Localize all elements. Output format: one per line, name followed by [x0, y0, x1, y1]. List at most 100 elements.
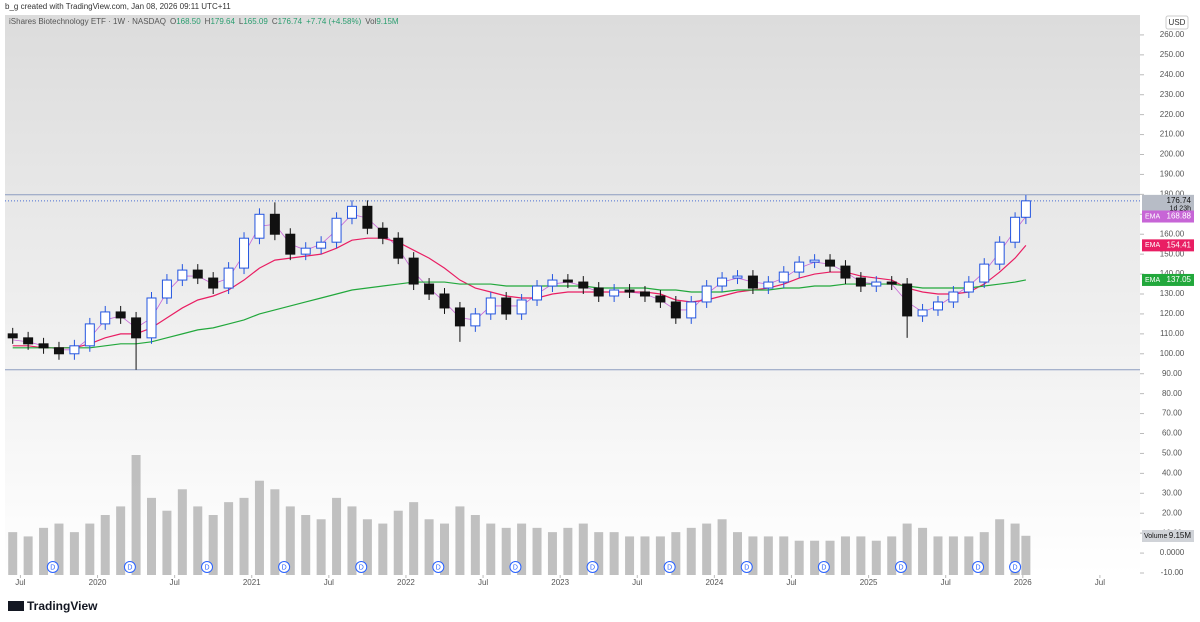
volume-bar — [8, 532, 18, 575]
y-tick-label: 210.00 — [1160, 130, 1185, 139]
dividend-marker — [355, 561, 368, 573]
candle-body — [825, 259, 836, 267]
candle-body — [917, 309, 928, 317]
volume-bar — [563, 527, 573, 575]
volume-bar — [763, 536, 773, 575]
y-tick-label: 120.00 — [1160, 309, 1185, 318]
volume-bar — [810, 540, 820, 575]
volume-bar — [239, 497, 249, 575]
dividend-label: D — [513, 564, 518, 571]
candle-body — [778, 271, 789, 283]
legend-key: C — [272, 17, 278, 26]
y-tick-label: 220.00 — [1160, 110, 1185, 119]
currency-box — [1165, 15, 1189, 30]
x-tick-label: Jul — [786, 578, 796, 587]
candle-body — [902, 283, 913, 317]
x-tick-label: Jul — [324, 578, 334, 587]
candle-body — [532, 285, 543, 301]
candle-body — [454, 307, 465, 327]
dividend-marker — [509, 561, 522, 573]
y-tick-label: 60.00 — [1162, 429, 1183, 438]
y-tick-label: 140.00 — [1160, 269, 1185, 278]
y-tick-label: 160.00 — [1160, 229, 1185, 238]
candle-body — [501, 297, 512, 315]
candle-body — [593, 287, 604, 297]
volume-bar — [840, 536, 850, 575]
candle-body — [84, 323, 95, 347]
countdown: 1d 23h — [1170, 206, 1192, 213]
volume-bar — [378, 523, 388, 575]
tag-name: EMA — [1145, 277, 1161, 284]
candle-body — [639, 291, 650, 297]
candle-body — [855, 277, 866, 287]
dividend-marker — [663, 561, 676, 573]
volume-bar — [918, 527, 928, 575]
dividend-label: D — [590, 564, 595, 571]
volume-bar — [640, 536, 650, 575]
candle-body — [886, 281, 897, 285]
candle-body — [624, 289, 635, 293]
dividend-label: D — [127, 564, 132, 571]
candle-body — [377, 227, 388, 239]
volume-bar — [23, 536, 33, 575]
x-tick-label: 2025 — [860, 578, 878, 587]
candle-body — [763, 281, 774, 289]
tag-name: Volume — [1144, 533, 1167, 540]
volume-bar — [609, 532, 619, 575]
candle-body — [948, 291, 959, 303]
candle-body — [963, 281, 974, 293]
candle-body — [840, 265, 851, 279]
volume-bar — [995, 519, 1005, 575]
dividend-label: D — [667, 564, 672, 571]
candle-body — [470, 313, 481, 327]
candle-body — [701, 285, 712, 303]
volume-bar — [578, 523, 588, 575]
volume-bar — [347, 506, 357, 575]
dividend-label: D — [744, 564, 749, 571]
candle-body — [686, 301, 697, 319]
volume-bar — [964, 536, 974, 575]
volume-bar — [979, 532, 989, 575]
candle-body — [609, 289, 620, 297]
volume-bar — [285, 506, 295, 575]
legend-value: 168.50 — [176, 17, 201, 26]
candle-body — [131, 317, 142, 339]
dividend-marker — [740, 561, 753, 573]
candle-body — [717, 277, 728, 287]
candle-body — [192, 269, 203, 279]
price-tag — [1142, 273, 1194, 286]
volume-bar — [1021, 535, 1031, 575]
volume-bar — [794, 540, 804, 575]
volume-bar — [147, 497, 157, 575]
dividend-label: D — [821, 564, 826, 571]
volume-bar — [54, 523, 64, 575]
dividend-marker — [817, 561, 830, 573]
x-tick-label: 2022 — [397, 578, 415, 587]
candle-body — [285, 233, 296, 255]
x-tick-label: Jul — [15, 578, 25, 587]
candle-body — [38, 343, 49, 349]
volume-bar — [825, 540, 835, 575]
volume-bar — [177, 489, 187, 575]
candle-body — [300, 247, 311, 255]
dividend-marker — [1009, 561, 1022, 573]
legend-value: 9.15M — [376, 17, 399, 26]
x-tick-label: Jul — [1095, 578, 1105, 587]
price-tag — [1142, 210, 1194, 223]
volume-bar — [655, 536, 665, 575]
dividend-marker — [972, 561, 985, 573]
volume-bar — [254, 480, 264, 575]
candle-body — [393, 237, 404, 259]
volume-bar — [162, 510, 172, 575]
y-tick-label: 90.00 — [1162, 369, 1183, 378]
logo-icon — [8, 601, 24, 611]
tag-value: 176.74 — [1167, 196, 1192, 205]
legend-value: 176.74 — [278, 17, 303, 26]
volume-bar — [532, 527, 542, 575]
candle-body — [794, 261, 805, 273]
volume-bar — [856, 536, 866, 575]
x-tick-label: 2020 — [89, 578, 107, 587]
y-tick-label: 50.00 — [1162, 449, 1183, 458]
candle-body — [161, 279, 172, 299]
